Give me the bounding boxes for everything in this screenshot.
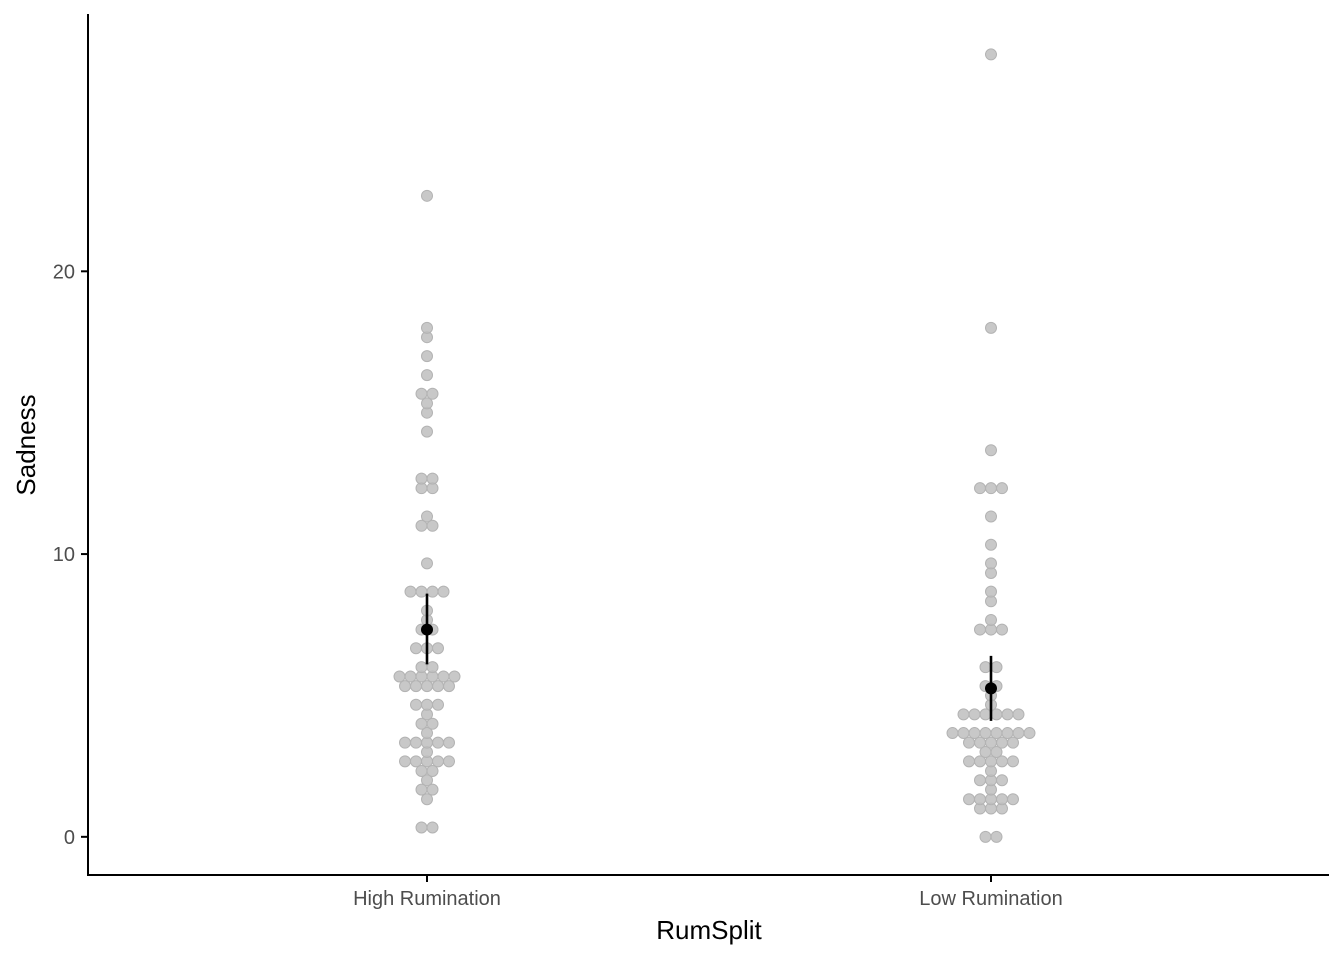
data-point — [974, 623, 986, 636]
data-point — [985, 48, 997, 61]
data-point — [415, 387, 428, 400]
x-ticks: High Rumination Low Rumination — [353, 875, 1063, 910]
data-point — [1007, 736, 1019, 749]
data-point — [968, 727, 981, 740]
data-point — [432, 755, 444, 768]
x-tick-label: High Rumination — [353, 888, 501, 910]
data-point — [404, 670, 417, 683]
x-tick-label: Low Rumination — [919, 888, 1062, 910]
data-point — [421, 793, 433, 806]
data-point — [421, 774, 433, 787]
data-point — [946, 727, 959, 740]
data-point — [957, 727, 970, 740]
data-point — [426, 585, 439, 598]
data-point — [990, 661, 1003, 674]
data-point — [426, 519, 439, 532]
data-point — [1012, 727, 1025, 740]
data-point — [979, 727, 992, 740]
data-point — [410, 698, 422, 711]
data-point — [432, 698, 444, 711]
data-point — [979, 830, 992, 843]
data-point — [432, 736, 444, 749]
data-point — [1001, 708, 1014, 721]
data-point — [421, 510, 433, 523]
data-point — [974, 482, 986, 495]
mean-point — [985, 682, 997, 695]
data-point — [1001, 727, 1014, 740]
mean-point — [421, 623, 433, 636]
data-point — [996, 774, 1008, 787]
data-point — [985, 557, 997, 570]
data-point — [410, 736, 422, 749]
y-tick-label: 0 — [64, 827, 75, 849]
data-point — [985, 444, 997, 457]
data-point — [990, 727, 1003, 740]
summary-layer — [421, 593, 997, 721]
data-point — [415, 585, 428, 598]
data-point — [399, 755, 411, 768]
data-point — [421, 189, 433, 202]
data-point — [985, 510, 997, 523]
data-point — [985, 321, 997, 334]
data-point — [421, 727, 433, 740]
points-layer — [393, 48, 1036, 843]
data-point — [1023, 727, 1036, 740]
data-point — [443, 755, 455, 768]
data-point — [421, 698, 433, 711]
data-point — [448, 670, 461, 683]
data-point — [437, 585, 450, 598]
x-axis-title: RumSplit — [656, 915, 762, 945]
data-point — [421, 557, 433, 570]
data-point — [437, 670, 450, 683]
data-point — [404, 585, 417, 598]
y-axis-title: Sadness — [11, 394, 41, 495]
data-point — [985, 613, 997, 626]
data-point — [426, 661, 439, 674]
data-point — [1012, 708, 1025, 721]
data-point — [421, 369, 433, 382]
data-point — [399, 736, 411, 749]
data-point — [415, 661, 428, 674]
data-point — [421, 397, 433, 410]
data-point — [415, 821, 428, 834]
data-point — [432, 642, 444, 655]
data-point — [443, 680, 455, 693]
data-point — [426, 783, 439, 796]
data-point — [963, 755, 975, 768]
data-point — [990, 746, 1003, 758]
data-point — [957, 708, 970, 721]
data-point — [996, 482, 1008, 495]
data-point — [990, 830, 1003, 843]
data-point — [415, 472, 428, 485]
data-point — [996, 793, 1008, 806]
data-point — [426, 764, 439, 777]
data-point — [985, 585, 997, 598]
y-tick-label: 10 — [53, 544, 75, 566]
data-point — [421, 321, 433, 334]
data-point — [974, 793, 986, 806]
data-point — [443, 736, 455, 749]
data-point — [421, 425, 433, 438]
data-point — [985, 482, 997, 495]
data-point — [421, 350, 433, 363]
data-point — [1007, 793, 1019, 806]
data-point — [393, 670, 406, 683]
data-point — [979, 661, 992, 674]
data-point — [985, 538, 997, 551]
data-point — [410, 642, 422, 655]
data-point — [426, 821, 439, 834]
data-point — [974, 774, 986, 787]
y-ticks: 0 10 20 — [53, 261, 88, 849]
data-point — [963, 793, 975, 806]
data-point — [996, 623, 1008, 636]
data-point — [410, 755, 422, 768]
y-tick-label: 20 — [53, 261, 75, 283]
data-point — [1007, 755, 1019, 768]
data-point — [426, 387, 439, 400]
data-point — [426, 472, 439, 485]
data-point — [426, 717, 439, 730]
data-point — [968, 708, 981, 721]
